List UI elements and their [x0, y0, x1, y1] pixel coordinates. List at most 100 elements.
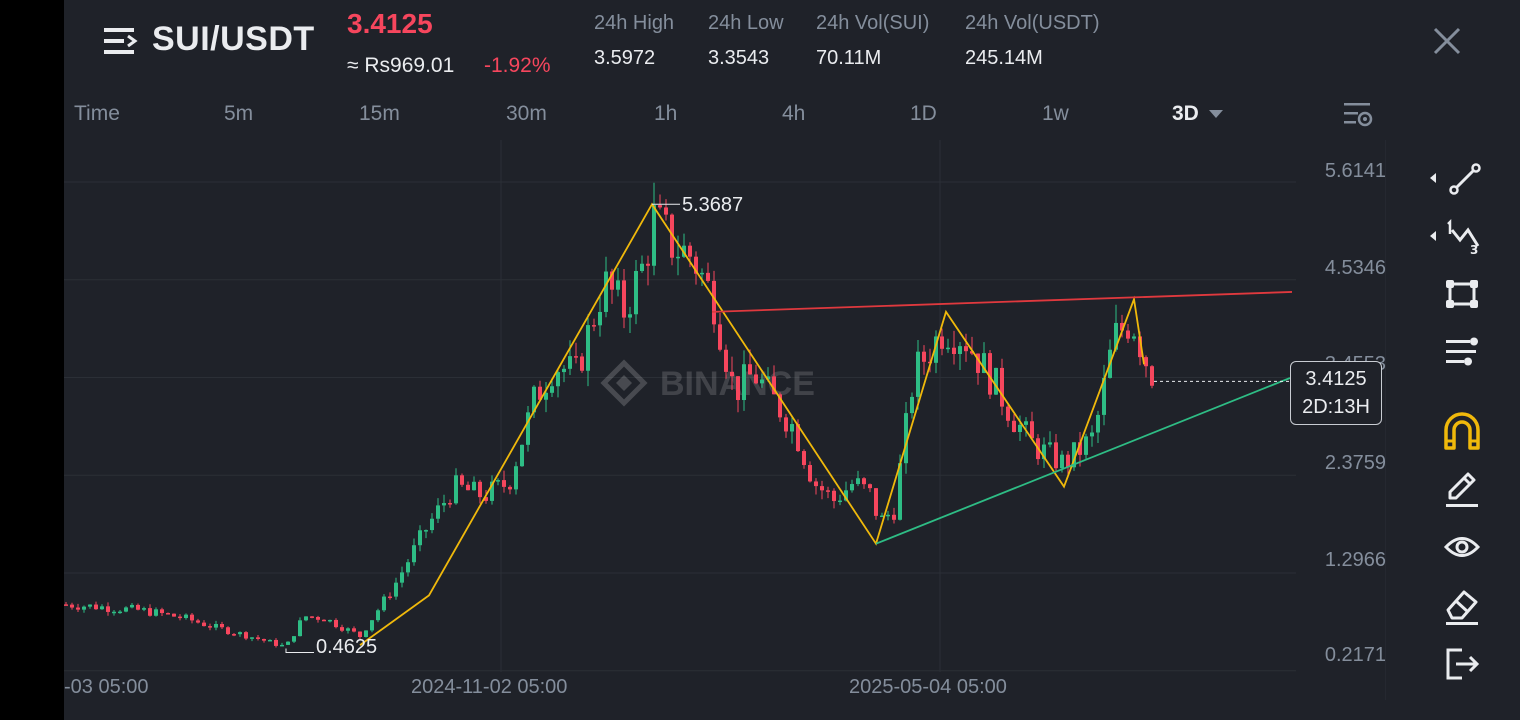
menu-icon[interactable]	[102, 26, 138, 56]
candle-body	[640, 263, 644, 272]
candle-body	[646, 263, 650, 266]
candle-body	[814, 481, 818, 487]
y-axis-label: 2.3759	[1324, 452, 1386, 474]
multi-line-tool[interactable]	[1410, 328, 1506, 374]
candle-body	[1126, 330, 1130, 339]
close-icon[interactable]	[1430, 24, 1464, 58]
candle-body	[364, 630, 368, 637]
candle-body	[832, 490, 836, 502]
candle-body	[1042, 444, 1046, 460]
exit-tool[interactable]	[1410, 638, 1506, 684]
candle-body	[1024, 421, 1028, 425]
candle-body	[274, 639, 278, 646]
tab-1h[interactable]: 1h	[654, 102, 678, 125]
drawings	[285, 202, 1293, 654]
candle-body	[1084, 436, 1088, 455]
x-axis-label: 2024-11-02 05:00	[411, 676, 568, 698]
candle-body	[940, 336, 944, 349]
candle-body	[484, 497, 488, 501]
stat-value: 3.5972	[594, 47, 656, 69]
candle-body	[904, 413, 908, 464]
candlestick-chart[interactable]: BINANCE 5.3687 0.4625	[64, 140, 1387, 700]
tab-1w[interactable]: 1w	[1042, 102, 1069, 125]
candle-body	[718, 324, 722, 350]
tab-time[interactable]: Time	[74, 102, 120, 125]
candle-body	[1006, 406, 1010, 421]
rectangle-icon	[1446, 280, 1478, 308]
candle-body	[592, 325, 596, 327]
candle-body	[70, 604, 74, 608]
y-axis-label: 0.2171	[1324, 644, 1386, 666]
pair-title[interactable]: SUI/USDT	[152, 20, 315, 58]
candle-body	[622, 280, 626, 318]
candle-body	[574, 356, 578, 358]
candle-body	[934, 336, 938, 363]
candle-body	[514, 466, 518, 490]
candle-body	[706, 272, 710, 281]
candle-body	[436, 505, 440, 519]
stat-value: 70.11M	[816, 47, 882, 69]
high-marker-label: 5.3687	[682, 194, 743, 216]
rectangle-tool[interactable]	[1410, 270, 1506, 316]
zigzag-pattern-line	[359, 202, 1145, 646]
trend-line-tool[interactable]	[1410, 154, 1506, 200]
candle-body	[94, 604, 98, 610]
candle-body	[568, 356, 572, 369]
candle-body	[1138, 336, 1142, 358]
tab-15m[interactable]: 15m	[359, 102, 400, 125]
stat-label: 24h Vol(USDT)	[965, 12, 1100, 34]
candle-body	[952, 347, 956, 355]
visibility-tool[interactable]	[1410, 522, 1506, 568]
candle-body	[352, 628, 356, 632]
candle-body	[508, 486, 512, 490]
tab-1d[interactable]: 1D	[910, 102, 937, 125]
candle-body	[604, 271, 608, 312]
candle-body	[1018, 424, 1022, 433]
candles	[64, 182, 1154, 648]
pencil-tool[interactable]	[1410, 464, 1506, 510]
candle-body	[466, 484, 470, 491]
tab-30m[interactable]: 30m	[506, 102, 547, 125]
candle-body	[856, 478, 860, 485]
candle-body	[196, 620, 200, 623]
candle-body	[418, 530, 422, 546]
candle-body	[112, 611, 116, 614]
stat-value: 3.3543	[708, 47, 770, 69]
candle-body	[916, 351, 920, 397]
candle-body	[652, 205, 656, 266]
candle-body	[178, 616, 182, 619]
candle-body	[298, 620, 302, 637]
tab-5m[interactable]: 5m	[224, 102, 254, 125]
candle-body	[268, 639, 272, 642]
tab-3d[interactable]: 3D	[1172, 102, 1223, 126]
candle-body	[244, 632, 248, 639]
candle-body	[994, 367, 998, 395]
candle-body	[1066, 454, 1070, 468]
candle-body	[760, 379, 764, 384]
price-chart[interactable]: BINANCE 5.3687 0.4625 5.6141 4.5346 3.45…	[64, 140, 1387, 700]
candle-body	[802, 451, 806, 466]
low-marker-label: 0.4625	[316, 636, 377, 658]
eraser-tool[interactable]	[1410, 580, 1506, 626]
candle-body	[790, 424, 794, 432]
tab-4h[interactable]: 4h	[782, 102, 806, 125]
candle-body	[982, 353, 986, 373]
candle-body	[1012, 420, 1016, 433]
lines-icon	[1446, 337, 1478, 366]
candle-body	[520, 444, 524, 467]
candle-body	[1000, 367, 1004, 407]
candle-body	[628, 314, 632, 318]
candle-body	[64, 604, 68, 606]
candle-body	[892, 514, 896, 520]
magnet-tool[interactable]	[1410, 406, 1506, 452]
support-trendline	[875, 377, 1291, 545]
chart-settings-icon[interactable]	[1342, 100, 1374, 130]
candle-body	[286, 641, 290, 645]
candle-body	[154, 609, 158, 616]
candle-body	[214, 624, 218, 628]
candle-body	[292, 636, 296, 642]
candle-body	[400, 572, 404, 583]
stat-label: 24h High	[594, 12, 675, 34]
candle-body	[826, 490, 830, 492]
fib-wave-tool[interactable]: 3	[1410, 212, 1506, 258]
